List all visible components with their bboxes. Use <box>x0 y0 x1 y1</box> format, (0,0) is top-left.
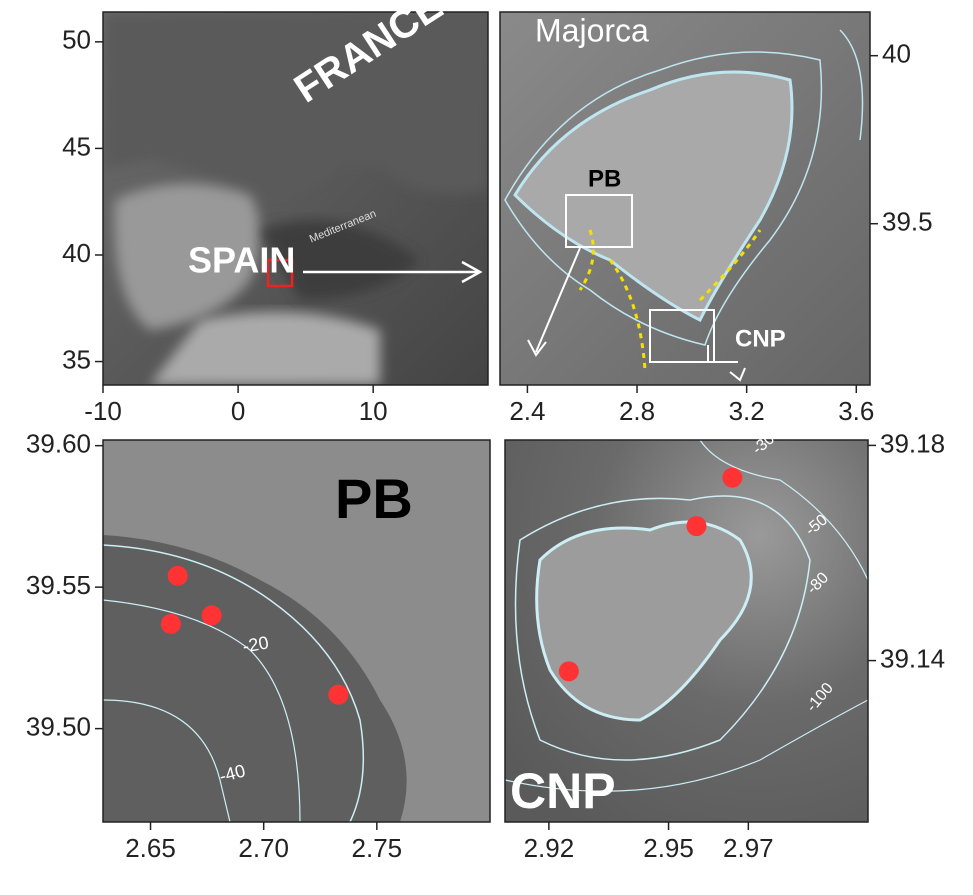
map-label: CNP <box>735 325 786 352</box>
y-tick-label: 39.50 <box>26 711 91 741</box>
y-tick-label: 39.55 <box>26 570 91 600</box>
map-label: PB <box>588 165 621 192</box>
sampling-site <box>202 605 222 625</box>
x-tick-label: 0 <box>231 396 245 426</box>
x-tick-label: 2.4 <box>509 396 545 426</box>
y-tick-label: 39.60 <box>26 429 91 459</box>
x-tick-label: 2.95 <box>643 833 694 863</box>
sampling-site <box>559 661 579 681</box>
map-label: PB <box>335 467 413 530</box>
map-label: CNP <box>510 763 616 819</box>
x-tick-label: 10 <box>359 396 388 426</box>
x-tick-label: 3.6 <box>838 396 874 426</box>
x-tick-label: 2.70 <box>238 833 289 863</box>
y-tick-label: 45 <box>62 131 91 161</box>
x-tick-label: 2.75 <box>352 833 403 863</box>
sampling-site <box>722 468 742 488</box>
figure: -1001035404550FRANCESPAINMediterranean2.… <box>0 0 973 890</box>
sampling-site <box>328 685 348 705</box>
pb-map <box>103 440 490 822</box>
sampling-site <box>161 614 181 634</box>
y-tick-label: 39.18 <box>880 428 945 458</box>
x-tick-label: 2.92 <box>524 833 575 863</box>
sampling-site <box>686 516 706 536</box>
x-tick-label: -10 <box>84 396 122 426</box>
y-tick-label: 35 <box>62 344 91 374</box>
y-tick-label: 39.14 <box>880 643 945 673</box>
y-tick-label: 40 <box>62 238 91 268</box>
x-tick-label: 2.97 <box>723 833 774 863</box>
x-tick-label: 2.65 <box>125 833 176 863</box>
x-tick-label: 3.2 <box>729 396 765 426</box>
y-tick-label: 50 <box>62 25 91 55</box>
map-label: SPAIN <box>188 240 295 281</box>
map-label: Majorca <box>535 12 649 48</box>
y-tick-label: 40 <box>882 39 911 69</box>
y-tick-label: 39.5 <box>882 207 933 237</box>
x-tick-label: 2.8 <box>619 396 655 426</box>
majorca-map <box>500 12 870 385</box>
sampling-site <box>168 566 188 586</box>
